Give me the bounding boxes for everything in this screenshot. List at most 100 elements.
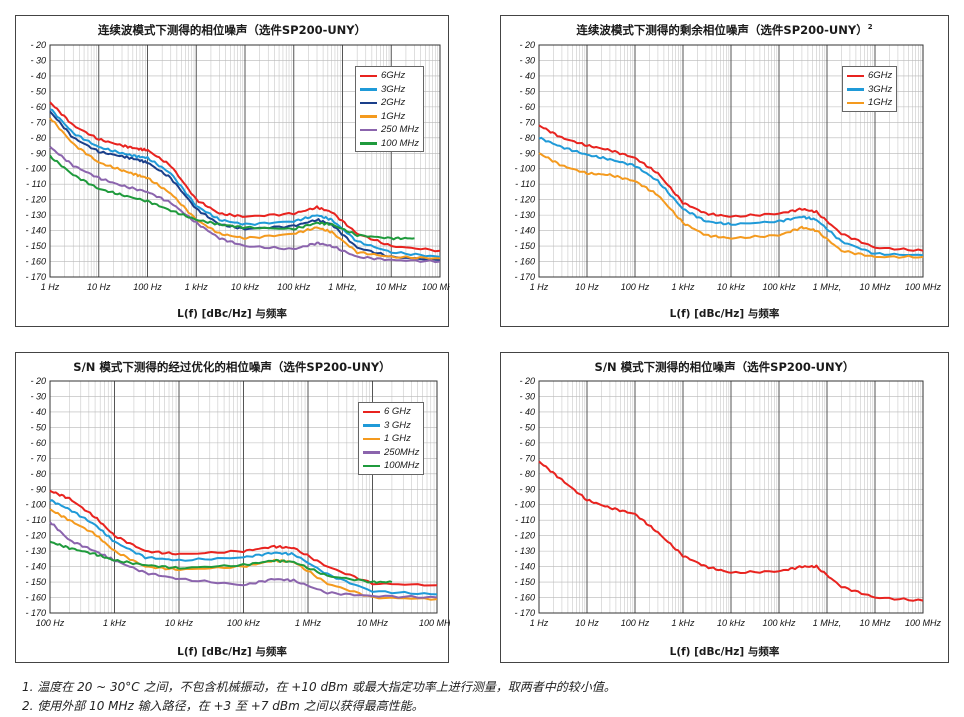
series-line [538,136,924,257]
y-tick-label: - 50 [519,86,535,96]
footnote-1: 1. 温度在 20 ~ 30°C 之间，不包含机械振动，在 +10 dBm 或最… [22,680,616,694]
plot-border [49,44,441,278]
legend-swatch [847,88,864,91]
legend-swatch [363,464,380,467]
legend-swatch [360,101,377,104]
legend-label: 1 GHz [384,433,411,445]
y-tick-label: - 40 [519,407,535,417]
y-tick-label: - 130 [25,210,46,220]
plot-area: - 20 - 30 - 40 - 50 - 60 - 70 - 80 - 90 - 100 - 1… [514,40,942,292]
chart-title: 连续波模式下测得的剩余相位噪声（选件SP200-UNY）2 [576,23,873,37]
legend: 6GHz 3GHz 2GHz 1GHz 250 MHz 100 MHz [355,66,425,152]
legend-entry: 250MHz [363,446,419,460]
y-tick-label: - 160 [25,257,46,267]
footnote-2: 2. 使用外部 10 MHz 输入路径，在 +3 至 +7 dBm 之间以获得最… [22,699,424,713]
plot-border [538,380,924,614]
y-tick-label: - 80 [519,469,535,479]
legend-swatch [360,74,377,77]
series-line [538,124,924,252]
y-tick-label: - 110 [26,179,46,189]
x-axis-label: L(f) [dBc/Hz] 与频率 [177,646,287,658]
y-tick-label: - 20 [30,376,46,386]
series-line [49,146,441,264]
y-tick-label: - 90 [30,484,46,494]
series-line [49,101,441,253]
legend-label: 2GHz [381,97,406,109]
legend-label: 3GHz [381,83,406,95]
series-line [49,540,393,584]
plot-border [49,380,438,614]
legend-entry: 250 MHz [360,123,419,137]
y-tick-label: - 150 [514,241,535,251]
legend-label: 6GHz [868,70,893,82]
x-tick-label: 1 Hz [530,618,549,628]
x-tick-label: 100 MHz [905,618,942,628]
legend-label: 6 GHz [384,406,411,418]
y-tick-label: - 50 [519,422,535,432]
y-tick-label: - 160 [25,593,46,603]
legend-swatch [360,142,377,145]
legend-swatch [360,88,377,91]
chart-title: 连续波模式下测得的相位噪声（选件SP200-UNY） [97,23,367,37]
series-line [49,508,438,601]
series-line [49,521,438,599]
x-tick-label: 1 kHz [671,618,695,628]
y-tick-label: - 20 [30,40,46,50]
y-tick-label: - 140 [514,562,535,572]
x-tick-label: 10 MHz [357,618,389,628]
x-tick-label: 1 MHz [295,618,322,628]
y-tick-label: - 140 [514,226,535,236]
legend-entry: 100MHz [363,459,419,473]
y-tick-label: - 110 [515,179,535,189]
y-tick-label: - 60 [519,102,535,112]
x-tick-label: 10 kHz [717,282,746,292]
series-line [49,110,441,261]
legend-entry: 6 GHz [363,405,419,419]
legend-swatch [363,437,380,440]
phase-noise-chart-sn: S/N 模式下测得的相位噪声（选件SP200-UNY） - 20 - 30 - 40… [500,352,949,663]
y-tick-label: - 130 [25,546,46,556]
y-tick-label: - 60 [519,438,535,448]
x-tick-label: 100 Hz [133,282,162,292]
legend-entry: 3 GHz [363,419,419,433]
x-tick-label: 100 kHz [277,282,311,292]
legend-label: 100 MHz [381,137,420,149]
y-tick-label: - 20 [519,40,535,50]
y-tick-label: - 140 [25,226,46,236]
y-tick-label: - 110 [515,515,535,525]
y-tick-label: - 100 [25,500,46,510]
legend-label: 250MHz [384,446,420,458]
y-tick-label: - 120 [25,195,46,205]
x-tick-label: 100 kHz [762,618,796,628]
x-axis-label: L(f) [dBc/Hz] 与频率 [669,646,780,658]
y-tick-label: - 160 [514,593,535,603]
x-tick-label: 10 MHz [376,282,408,292]
plot-area: - 20 - 30 - 40 - 50 - 60 - 70 - 80 - 90 - 100 - 1… [25,376,450,628]
x-tick-label: 1 kHz [185,282,209,292]
x-tick-label: 10 kHz [717,618,746,628]
x-tick-label: 100 MHz [419,618,450,628]
y-tick-label: - 90 [519,148,535,158]
y-tick-label: - 50 [30,86,46,96]
legend-swatch [360,128,377,131]
x-tick-label: 1 kHz [103,618,127,628]
x-tick-label: 10 Hz [575,282,599,292]
legend-entry: 2GHz [360,96,419,110]
legend-swatch [363,451,380,454]
x-tick-label: 1 kHz [671,282,695,292]
legend-entry: 3GHz [360,83,419,97]
legend-swatch [847,101,864,104]
x-axis-label: L(f) [dBc/Hz] 与频率 [177,308,287,320]
series-line [49,489,438,587]
phase-noise-chart-cw: 连续波模式下测得的相位噪声（选件SP200-UNY） - 20- 30- 40-… [15,15,450,327]
y-tick-label: - 50 [30,422,46,432]
legend-entry: 3GHz [847,83,892,97]
x-axis-label: L(f) [dBc/Hz] 与频率 [669,308,780,320]
x-tick-label: 100 MHz [905,282,942,292]
legend-label: 6GHz [381,70,406,82]
legend-entry: 1 GHz [363,432,419,446]
x-tick-label: 1 MHz, [813,618,842,628]
y-tick-label: - 150 [25,241,46,251]
plot-area: - 20 - 30 - 40 - 50 - 60 - 70 - 80 - 90 - 100 - 1… [25,40,450,292]
legend: 6GHz 3GHz 1GHz [842,66,898,112]
